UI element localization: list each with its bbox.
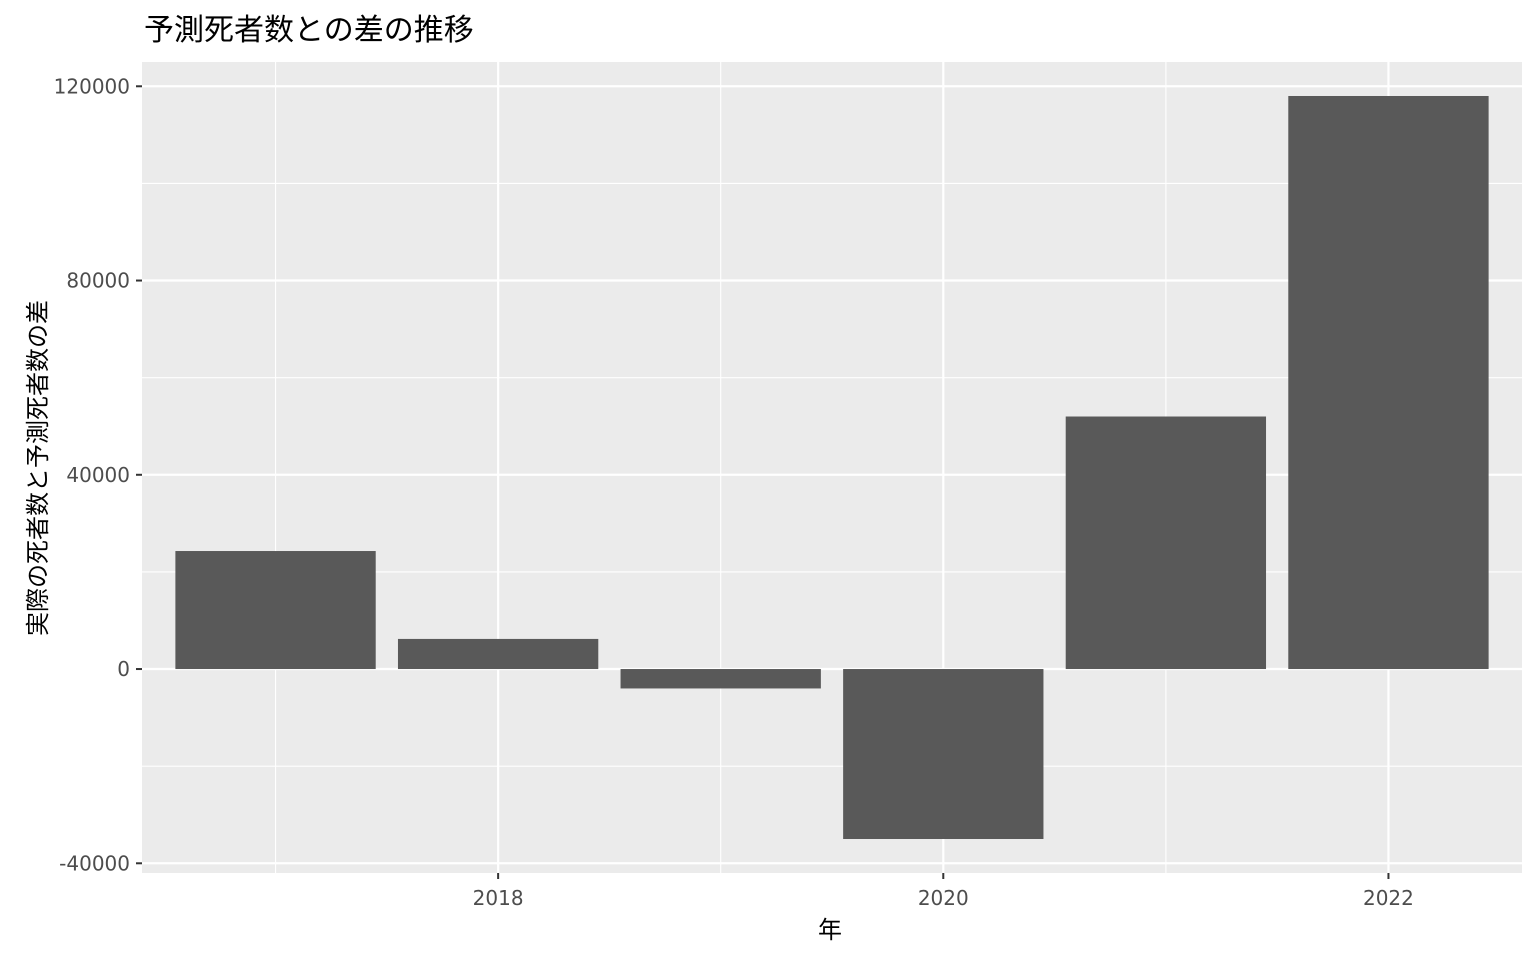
chart-title: 予測死者数との差の推移 (144, 13, 474, 48)
bar-2021 (1065, 416, 1267, 670)
y-tick-label: 120000 (54, 74, 130, 98)
y-axis: -40000 0 40000 80000 120000 (54, 74, 142, 875)
bar-2019 (620, 669, 821, 689)
x-tick-label: 2022 (1363, 886, 1414, 910)
bar-2018 (397, 638, 599, 670)
y-axis-title: 実際の死者数と予測死者数の差 (24, 300, 52, 636)
bar-2022 (1288, 95, 1489, 670)
y-tick-label: 40000 (66, 463, 130, 487)
bars (175, 95, 1489, 840)
y-tick-label: 80000 (66, 269, 130, 293)
y-tick-label: -40000 (59, 851, 130, 875)
bar-2020 (843, 669, 1044, 840)
x-tick-label: 2018 (473, 886, 524, 910)
x-axis-title: 年 (818, 916, 842, 944)
x-axis: 2018 2020 2022 (473, 873, 1414, 910)
bar-2017 (175, 551, 376, 670)
y-tick-label: 0 (117, 657, 130, 681)
x-tick-label: 2020 (918, 886, 969, 910)
